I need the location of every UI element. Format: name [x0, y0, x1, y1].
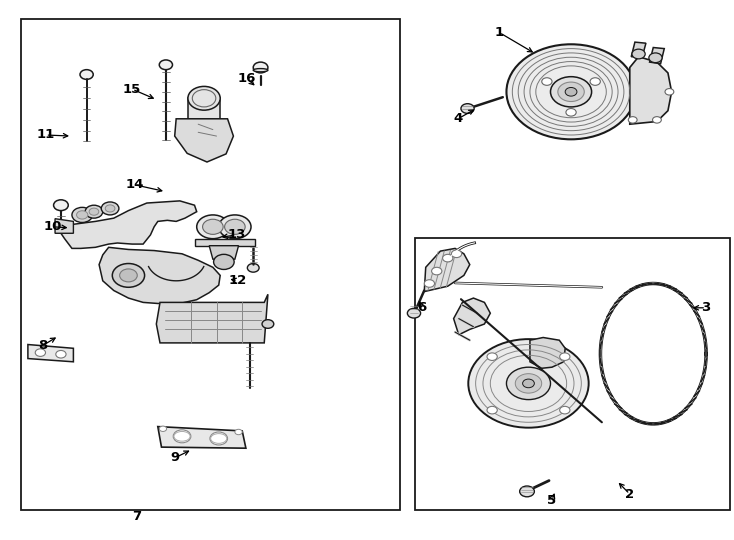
Circle shape	[262, 320, 274, 328]
Circle shape	[432, 267, 442, 275]
Circle shape	[632, 49, 645, 59]
Ellipse shape	[253, 69, 268, 72]
Circle shape	[35, 349, 46, 356]
Text: 5: 5	[548, 494, 556, 507]
Circle shape	[159, 426, 167, 431]
Circle shape	[76, 211, 88, 219]
Polygon shape	[454, 298, 490, 335]
Circle shape	[443, 254, 453, 262]
Bar	[415, 238, 730, 510]
Circle shape	[72, 207, 92, 222]
Circle shape	[214, 254, 234, 269]
Text: 9: 9	[170, 451, 179, 464]
Circle shape	[85, 205, 103, 218]
Circle shape	[523, 379, 534, 388]
Polygon shape	[175, 119, 233, 162]
Circle shape	[89, 208, 99, 215]
Circle shape	[56, 350, 66, 358]
Circle shape	[520, 486, 534, 497]
Circle shape	[590, 78, 600, 85]
Circle shape	[253, 62, 268, 73]
Circle shape	[235, 429, 242, 435]
Circle shape	[506, 367, 550, 400]
Polygon shape	[55, 219, 73, 233]
Circle shape	[506, 44, 636, 139]
Text: 6: 6	[418, 301, 426, 314]
Circle shape	[219, 215, 251, 239]
Polygon shape	[188, 98, 220, 119]
Circle shape	[565, 87, 577, 96]
Text: 8: 8	[38, 339, 47, 352]
Circle shape	[451, 250, 462, 258]
Circle shape	[80, 70, 93, 79]
Text: 2: 2	[625, 488, 634, 501]
Circle shape	[487, 406, 498, 414]
Circle shape	[468, 339, 589, 428]
Circle shape	[159, 60, 172, 70]
Circle shape	[54, 200, 68, 211]
Text: 7: 7	[132, 510, 141, 523]
Circle shape	[173, 430, 191, 443]
Polygon shape	[195, 239, 255, 246]
Circle shape	[559, 406, 570, 414]
Polygon shape	[156, 294, 268, 343]
Text: 14: 14	[125, 178, 144, 191]
Circle shape	[407, 308, 421, 318]
Polygon shape	[99, 247, 220, 303]
Circle shape	[649, 53, 662, 63]
Circle shape	[424, 280, 435, 287]
Polygon shape	[650, 48, 664, 64]
Circle shape	[461, 104, 474, 113]
Polygon shape	[209, 246, 239, 259]
Text: 3: 3	[702, 301, 711, 314]
Text: 13: 13	[227, 228, 246, 241]
Circle shape	[665, 89, 674, 95]
Circle shape	[487, 353, 498, 361]
Circle shape	[197, 215, 229, 239]
Circle shape	[101, 202, 119, 215]
Circle shape	[653, 117, 661, 123]
Polygon shape	[28, 345, 73, 362]
Circle shape	[210, 432, 228, 445]
Text: 16: 16	[237, 72, 256, 85]
Circle shape	[247, 264, 259, 272]
Circle shape	[225, 219, 245, 234]
Circle shape	[120, 269, 137, 282]
Polygon shape	[630, 57, 672, 124]
Text: 15: 15	[123, 83, 141, 96]
Circle shape	[112, 264, 145, 287]
Circle shape	[628, 117, 637, 123]
Polygon shape	[158, 427, 246, 448]
Circle shape	[550, 77, 592, 107]
Circle shape	[188, 86, 220, 110]
Circle shape	[203, 219, 223, 234]
Polygon shape	[424, 248, 470, 292]
Circle shape	[559, 353, 570, 361]
Text: 12: 12	[229, 274, 247, 287]
Text: 10: 10	[43, 220, 62, 233]
Polygon shape	[60, 201, 197, 248]
Bar	[21, 19, 400, 510]
Circle shape	[542, 78, 552, 85]
Circle shape	[558, 82, 584, 102]
Text: 11: 11	[37, 129, 54, 141]
Circle shape	[515, 374, 542, 393]
Circle shape	[566, 109, 576, 116]
Circle shape	[105, 205, 115, 212]
Text: 1: 1	[495, 26, 504, 39]
Polygon shape	[631, 42, 646, 57]
Polygon shape	[530, 338, 565, 368]
Text: 4: 4	[454, 112, 462, 125]
